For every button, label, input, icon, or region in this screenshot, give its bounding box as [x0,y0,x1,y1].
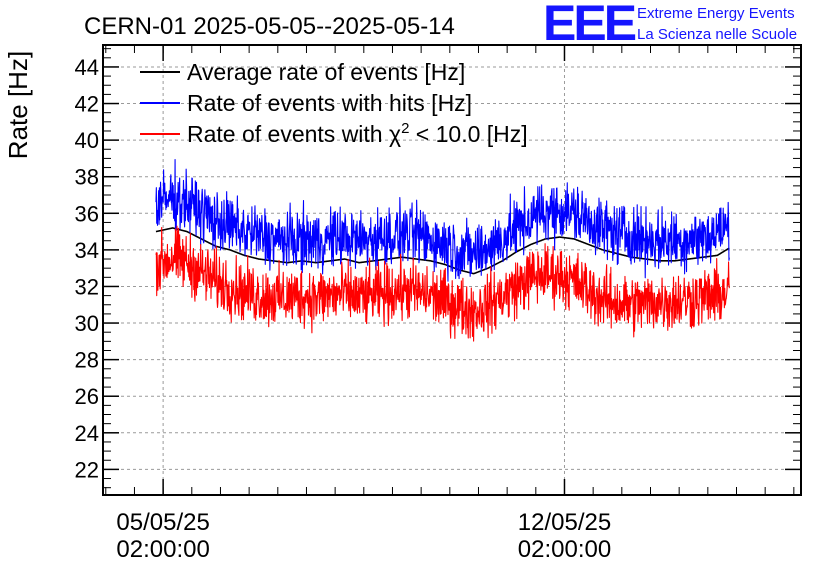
series-line [155,227,730,275]
brand-line-2: La Scienza nelle Scuole [637,26,797,43]
x-tick-date-label: 12/05/25 [518,509,611,536]
brand-line-1: Extreme Energy Events [637,5,795,22]
y-tick-label: 38 [75,165,99,190]
x-tick-time-label: 02:00:00 [116,536,209,563]
chart-title: CERN-01 2025-05-05--2025-05-14 [84,13,455,40]
legend-entry: Rate of events with χ2 < 10.0 [Hz] [187,120,528,147]
series-layer [155,159,730,342]
y-tick-label: 36 [75,201,99,226]
legend-text: Average rate of events [Hz] [187,59,465,85]
axes: 22242628303234363840424405/05/2502:00:00… [75,45,801,563]
legend-text: Rate of events with χ [187,121,401,147]
y-tick-label: 42 [75,92,99,117]
y-tick-label: 30 [75,311,99,336]
series-line [155,159,730,282]
legend-text: Rate of events with hits [Hz] [187,90,472,116]
y-tick-label: 26 [75,384,99,409]
legend-suffix: < 10.0 [Hz] [409,121,527,147]
legend-entry: Average rate of events [Hz] [187,59,465,85]
eee-logo: EEE [543,0,636,51]
series-line [155,225,730,342]
brand-block: EEE Extreme Energy Events La Scienza nel… [543,0,797,51]
legend: Average rate of events [Hz] Rate of event… [140,59,528,147]
plot-frame [102,44,802,496]
y-axis-label: Rate [Hz] [3,51,33,159]
x-tick-time-label: 02:00:00 [518,536,611,563]
y-tick-label: 40 [75,128,99,153]
legend-entry: Rate of events with hits [Hz] [187,90,472,116]
y-tick-label: 44 [75,55,99,80]
y-tick-label: 28 [75,348,99,373]
y-tick-label: 34 [75,238,99,263]
y-tick-label: 24 [75,421,99,446]
y-tick-label: 22 [75,457,99,482]
y-tick-label: 32 [75,274,99,299]
x-tick-date-label: 05/05/25 [116,509,209,536]
legend-superscript: 2 [401,120,409,137]
